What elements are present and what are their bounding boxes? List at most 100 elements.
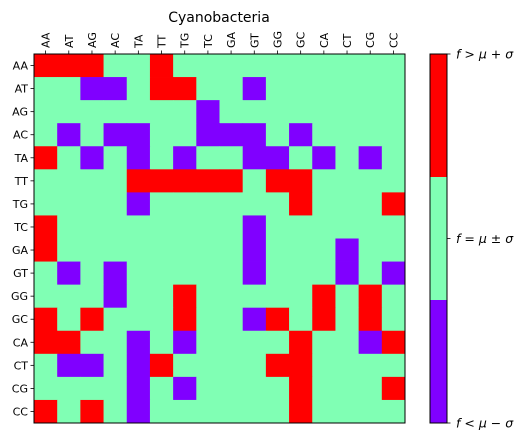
x-tick-label: GA [225, 31, 238, 48]
heatmap-cell-CT-TC [196, 353, 220, 378]
heatmap-cell-AA-TC [196, 54, 220, 78]
heatmap-cell-GA-CA [312, 238, 336, 262]
y-tick-label: CC [13, 405, 29, 418]
heatmap-cell-GG-TG [173, 284, 197, 309]
heatmap-cell-AG-AT [57, 100, 81, 124]
heatmap-cell-CA-AT [57, 330, 81, 355]
heatmap-frame [33, 53, 406, 424]
colorbar [429, 53, 448, 424]
heatmap-cell-TA-TC [196, 146, 220, 170]
heatmap-cell-GA-CT [335, 238, 360, 262]
heatmap-cell-CG-AT [57, 376, 81, 401]
heatmap-cell-CG-GC [289, 376, 313, 401]
heatmap-cell-AT-CC [381, 77, 406, 101]
heatmap-cell-CG-CA [312, 376, 336, 401]
heatmap-cell-AA-GG [265, 54, 290, 78]
heatmap-cell-CC-GA [219, 399, 244, 424]
heatmap-cell-AC-AG [80, 123, 104, 147]
heatmap-cell-AG-TA [126, 100, 151, 124]
heatmap-cell-TA-TT [149, 146, 174, 170]
heatmap-cell-GC-GA [219, 307, 244, 332]
x-tick-label: CT [341, 33, 354, 48]
heatmap-cell-CG-GG [265, 376, 290, 401]
heatmap-cell-GG-AA [34, 284, 58, 309]
colorbar-label: f > μ + σ [456, 47, 514, 62]
heatmap-cell-CG-TT [149, 376, 174, 401]
heatmap-cell-CT-GG [265, 353, 290, 378]
chart-title: Cyanobacteria [168, 10, 270, 26]
heatmap-cell-GA-AC [103, 238, 128, 262]
heatmap-cell-TA-GA [219, 146, 244, 170]
y-tick-label: CA [13, 336, 29, 349]
heatmap-cell-GC-CA [312, 307, 336, 332]
heatmap-cell-TG-TC [196, 192, 220, 216]
heatmap-cell-CG-AG [80, 376, 104, 401]
heatmap-cell-GT-TG [173, 261, 197, 286]
heatmap-cell-TG-AC [103, 192, 128, 216]
x-tick-label: TG [179, 33, 192, 49]
x-tick-label: AA [40, 32, 53, 48]
heatmap-cell-GA-AT [57, 238, 81, 262]
colorbar-band-low [430, 300, 447, 424]
heatmap-cell-TA-AT [57, 146, 81, 170]
heatmap-cell-CA-AG [80, 330, 104, 355]
heatmap-cell-GT-GT [242, 261, 267, 286]
y-tick-label: GC [12, 313, 29, 326]
heatmap-cell-CA-CT [335, 330, 360, 355]
heatmap-cell-AA-CG [358, 54, 383, 78]
heatmap-cell-GG-AT [57, 284, 81, 309]
heatmap-cell-TT-AT [57, 169, 81, 193]
heatmap-cell-TT-CA [312, 169, 336, 193]
heatmap-cell-AG-GC [289, 100, 313, 124]
heatmap-cell-CC-TG [173, 399, 197, 424]
heatmap-cell-AA-CC [381, 54, 406, 78]
heatmap-cell-GC-AA [34, 307, 58, 332]
heatmap-cell-TC-TG [173, 215, 197, 239]
x-tick-label: AG [86, 32, 99, 48]
heatmap-cell-TC-GA [219, 215, 244, 239]
heatmap-cell-GG-AC [103, 284, 128, 309]
heatmap-cell-GT-AG [80, 261, 104, 286]
heatmap-cell-AG-AG [80, 100, 104, 124]
heatmap-cell-GG-TA [126, 284, 151, 309]
heatmap-cell-CA-GA [219, 330, 244, 355]
heatmap-cell-GA-CC [381, 238, 406, 262]
colorbar-band-high [430, 54, 447, 178]
heatmap-cell-CT-TT [149, 353, 174, 378]
heatmap-cell-TA-CG [358, 146, 383, 170]
heatmap-cell-TG-CC [381, 192, 406, 216]
heatmap-cell-CC-TA [126, 399, 151, 424]
heatmap-cell-GT-AA [34, 261, 58, 286]
heatmap-cell-CC-GT [242, 399, 267, 424]
y-tick-label: AC [13, 129, 28, 142]
heatmap-cell-GA-GT [242, 238, 267, 262]
heatmap-cell-AC-AT [57, 123, 81, 147]
heatmap-cell-TG-GG [265, 192, 290, 216]
heatmap-cell-AG-TT [149, 100, 174, 124]
heatmap-cell-CT-AC [103, 353, 128, 378]
heatmap-cell-CG-AC [103, 376, 128, 401]
y-tick-label: TA [14, 152, 29, 165]
heatmap-cell-TC-AA [34, 215, 58, 239]
heatmap-cell-TG-CT [335, 192, 360, 216]
x-tick-label: CC [387, 32, 400, 48]
heatmap-cell-TT-GG [265, 169, 290, 193]
heatmap-cell-TT-GT [242, 169, 267, 193]
heatmap-cell-AT-TG [173, 77, 197, 101]
heatmap-cell-AG-CT [335, 100, 360, 124]
y-tick-label: CT [14, 359, 29, 372]
heatmap-cell-CA-CA [312, 330, 336, 355]
heatmap-cell-TG-GT [242, 192, 267, 216]
heatmap-cell-TT-CC [381, 169, 406, 193]
x-tick-label: TT [156, 34, 169, 49]
heatmap-cell-GC-AG [80, 307, 104, 332]
heatmap-cell-AC-TT [149, 123, 174, 147]
heatmap-cell-CT-TA [126, 353, 151, 378]
colorbar-band-mid [430, 177, 447, 301]
heatmap-cell-AC-CG [358, 123, 383, 147]
heatmap-cell-AT-TC [196, 77, 220, 101]
heatmap-cell-TA-AA [34, 146, 58, 170]
heatmap-cell-AG-CC [381, 100, 406, 124]
heatmap-cell-AA-CA [312, 54, 336, 78]
